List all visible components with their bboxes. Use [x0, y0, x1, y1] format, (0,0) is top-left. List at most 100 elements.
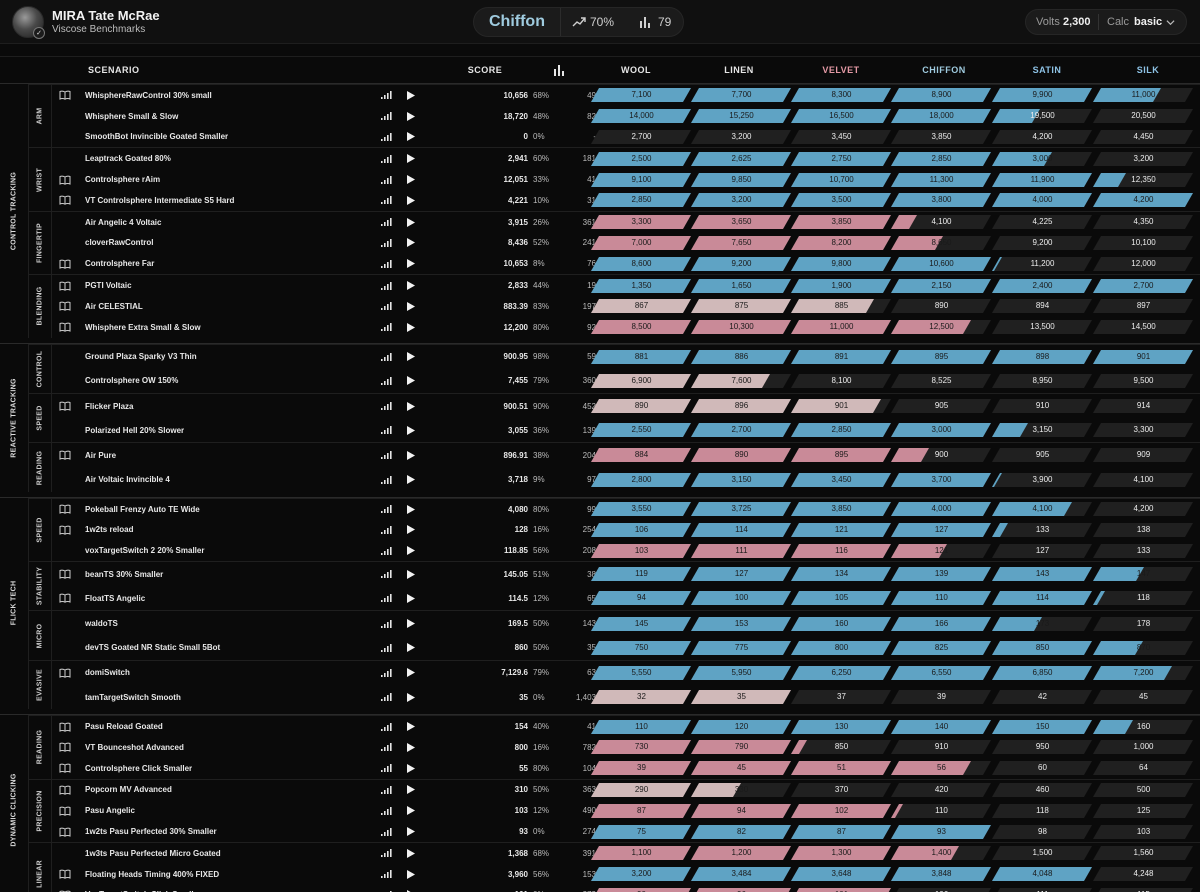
scenario-name[interactable]: Air Voltaic Invincible 4 [85, 475, 170, 485]
play-icon[interactable] [407, 619, 415, 629]
rank-header-satin[interactable]: SATIN [1032, 65, 1062, 75]
scenario-name[interactable]: Whisphere Extra Small & Slow [85, 322, 201, 332]
play-icon[interactable] [407, 504, 415, 514]
bar-chart-icon[interactable] [553, 64, 565, 76]
scenario-name[interactable]: Air Angelic 4 Voltaic [85, 217, 162, 227]
table-row[interactable]: voxTargetSwitch 2 20% Smaller 118.85 56% 20… [52, 540, 1200, 561]
book-icon[interactable] [59, 668, 71, 678]
table-row[interactable]: PGTI Voltaic 2,833 44% 19 1,350 1,650 1,900 2,1… [52, 275, 1200, 296]
play-icon[interactable] [407, 154, 415, 164]
scenario-name[interactable]: 1w3ts Pasu Perfected Micro Goated [85, 848, 221, 858]
scenario-name[interactable]: domiSwitch [85, 668, 130, 678]
table-row[interactable]: Controlsphere Far 10,653 8% 76 8,600 9,200 9,8… [52, 253, 1200, 274]
table-row[interactable]: devTS Goated NR Static Small 5Bot 860 50% 3… [52, 636, 1200, 660]
scenario-name[interactable]: Air Pure [85, 450, 117, 460]
scenario-name[interactable]: beanTS 30% Smaller [85, 569, 164, 579]
calc-select[interactable]: basic [1134, 16, 1163, 28]
play-icon[interactable] [407, 450, 415, 460]
scenario-name[interactable]: SmoothBot Invincible Goated Smaller [85, 132, 229, 142]
book-icon[interactable] [59, 90, 71, 101]
play-icon[interactable] [407, 525, 415, 535]
table-row[interactable]: Air Angelic 4 Voltaic 3,915 26% 361 3,300 3,6… [52, 212, 1200, 233]
play-icon[interactable] [407, 569, 415, 579]
book-icon[interactable] [59, 504, 71, 514]
rank-header-silk[interactable]: SILK [1136, 65, 1160, 75]
book-icon[interactable] [59, 869, 71, 879]
book-icon[interactable] [59, 301, 71, 312]
play-icon[interactable] [407, 785, 415, 795]
scenario-name[interactable]: devTS Goated NR Static Small 5Bot [85, 643, 221, 653]
table-row[interactable]: 1w2ts Pasu Perfected 30% Smaller 93 0% 274 7… [52, 821, 1200, 842]
table-row[interactable]: Controlsphere Click Smaller 55 80% 104 39 45 5… [52, 758, 1200, 779]
play-icon[interactable] [407, 742, 415, 752]
scenario-name[interactable]: VT Bounceshot Advanced [85, 742, 184, 752]
play-icon[interactable] [407, 668, 415, 678]
scenario-name[interactable]: Air CELESTIAL [85, 301, 143, 311]
chevron-down-icon[interactable] [1166, 18, 1175, 27]
scenario-name[interactable]: Ground Plaza Sparky V3 Thin [85, 352, 197, 362]
table-row[interactable]: Ground Plaza Sparky V3 Thin 900.95 98% 59 88… [52, 345, 1200, 369]
play-icon[interactable] [407, 869, 415, 879]
table-row[interactable]: Air CELESTIAL 883.39 83% 197 867 875 885 890 894… [52, 296, 1200, 317]
play-icon[interactable] [407, 259, 415, 269]
play-icon[interactable] [407, 692, 415, 702]
table-row[interactable]: Air Voltaic Invincible 4 3,718 9% 97 2,800 3,… [52, 468, 1200, 492]
book-icon[interactable] [59, 322, 71, 332]
scenario-name[interactable]: Pasu Reload Goated [85, 722, 163, 732]
play-icon[interactable] [407, 90, 415, 100]
table-row[interactable]: 1w2ts reload 128 16% 254 106 114 121 127 133 138 [52, 519, 1200, 540]
rank-header-velvet[interactable]: VELVET [822, 65, 860, 75]
scenario-name[interactable]: Pokeball Frenzy Auto TE Wide [85, 504, 200, 514]
table-row[interactable]: beanTS 30% Smaller 145.05 51% 38 119 127 134 13… [52, 562, 1200, 586]
scenario-header[interactable]: SCENARIO [88, 65, 140, 75]
scenario-name[interactable]: FloatTS Angelic [85, 593, 146, 603]
play-icon[interactable] [407, 643, 415, 653]
play-icon[interactable] [407, 848, 415, 858]
scenario-name[interactable]: 1w2ts Pasu Perfected 30% Smaller [85, 827, 217, 837]
rank-header-linen[interactable]: LINEN [724, 65, 754, 75]
play-icon[interactable] [407, 195, 415, 205]
play-icon[interactable] [407, 546, 415, 556]
table-row[interactable]: Polarized Hell 20% Slower 3,055 36% 139 2,55… [52, 418, 1200, 442]
book-icon[interactable] [59, 259, 71, 269]
scenario-name[interactable]: Floating Heads Timing 400% FIXED [85, 869, 220, 879]
scenario-name[interactable]: Controlsphere Click Smaller [85, 763, 193, 773]
play-icon[interactable] [407, 475, 415, 485]
book-icon[interactable] [59, 569, 71, 579]
book-icon[interactable] [59, 281, 71, 291]
play-icon[interactable] [407, 322, 415, 332]
scenario-name[interactable]: Controlsphere rAim [85, 175, 161, 185]
book-icon[interactable] [59, 890, 71, 892]
book-icon[interactable] [59, 175, 71, 185]
play-icon[interactable] [407, 217, 415, 227]
scenario-name[interactable]: 1w2ts reload [85, 525, 134, 535]
play-icon[interactable] [407, 132, 415, 142]
table-row[interactable]: domiSwitch 7,129.6 79% 63 5,550 5,950 6,250 6,5… [52, 661, 1200, 685]
table-row[interactable]: Popcorn MV Advanced 310 50% 363 290 330 370 420… [52, 780, 1200, 801]
play-icon[interactable] [407, 401, 415, 411]
book-icon[interactable] [59, 763, 71, 773]
scenario-name[interactable]: Polarized Hell 20% Slower [85, 425, 185, 435]
scenario-name[interactable]: Controlsphere OW 150% [85, 376, 179, 386]
book-icon[interactable] [59, 742, 71, 753]
rank-header-wool[interactable]: WOOL [621, 65, 651, 75]
table-row[interactable]: VoxTargetSwitch Click Small1010%37390961… [52, 885, 1200, 892]
scenario-name[interactable]: Flicker Plaza [85, 401, 134, 411]
table-row[interactable]: Whisphere Small & Slow 18,720 48% 82 14,000 1… [52, 106, 1200, 127]
scenario-name[interactable]: VT Controlsphere Intermediate S5 Hard [85, 195, 235, 205]
play-icon[interactable] [407, 352, 415, 362]
table-row[interactable]: Pasu Angelic 103 12% 490 87 94 102 110 118 125 [52, 800, 1200, 821]
table-row[interactable]: Pokeball Frenzy Auto TE Wide 4,080 80% 99 3,… [52, 499, 1200, 520]
play-icon[interactable] [407, 301, 415, 311]
table-row[interactable]: cloverRawControl 8,436 52% 241 7,000 7,650 8,2… [52, 233, 1200, 254]
table-row[interactable]: Flicker Plaza 900.51 90% 452 890 896 901 905 910… [52, 394, 1200, 418]
table-row[interactable]: VT Controlsphere Intermediate S5 Hard 4,2… [52, 190, 1200, 211]
table-row[interactable]: VT Bounceshot Advanced 800 16% 782 730 790 850… [52, 737, 1200, 758]
book-icon[interactable] [59, 827, 71, 837]
scenario-name[interactable]: Pasu Angelic [85, 806, 135, 816]
scenario-name[interactable]: PGTI Voltaic [85, 281, 132, 291]
scenario-name[interactable]: waldoTS [85, 619, 118, 629]
book-icon[interactable] [59, 525, 71, 535]
table-row[interactable]: Controlsphere rAim 12,051 33% 41 9,100 9,850 1… [52, 169, 1200, 190]
table-row[interactable]: Pasu Reload Goated 154 40% 41 110 120 130 140 15… [52, 716, 1200, 737]
